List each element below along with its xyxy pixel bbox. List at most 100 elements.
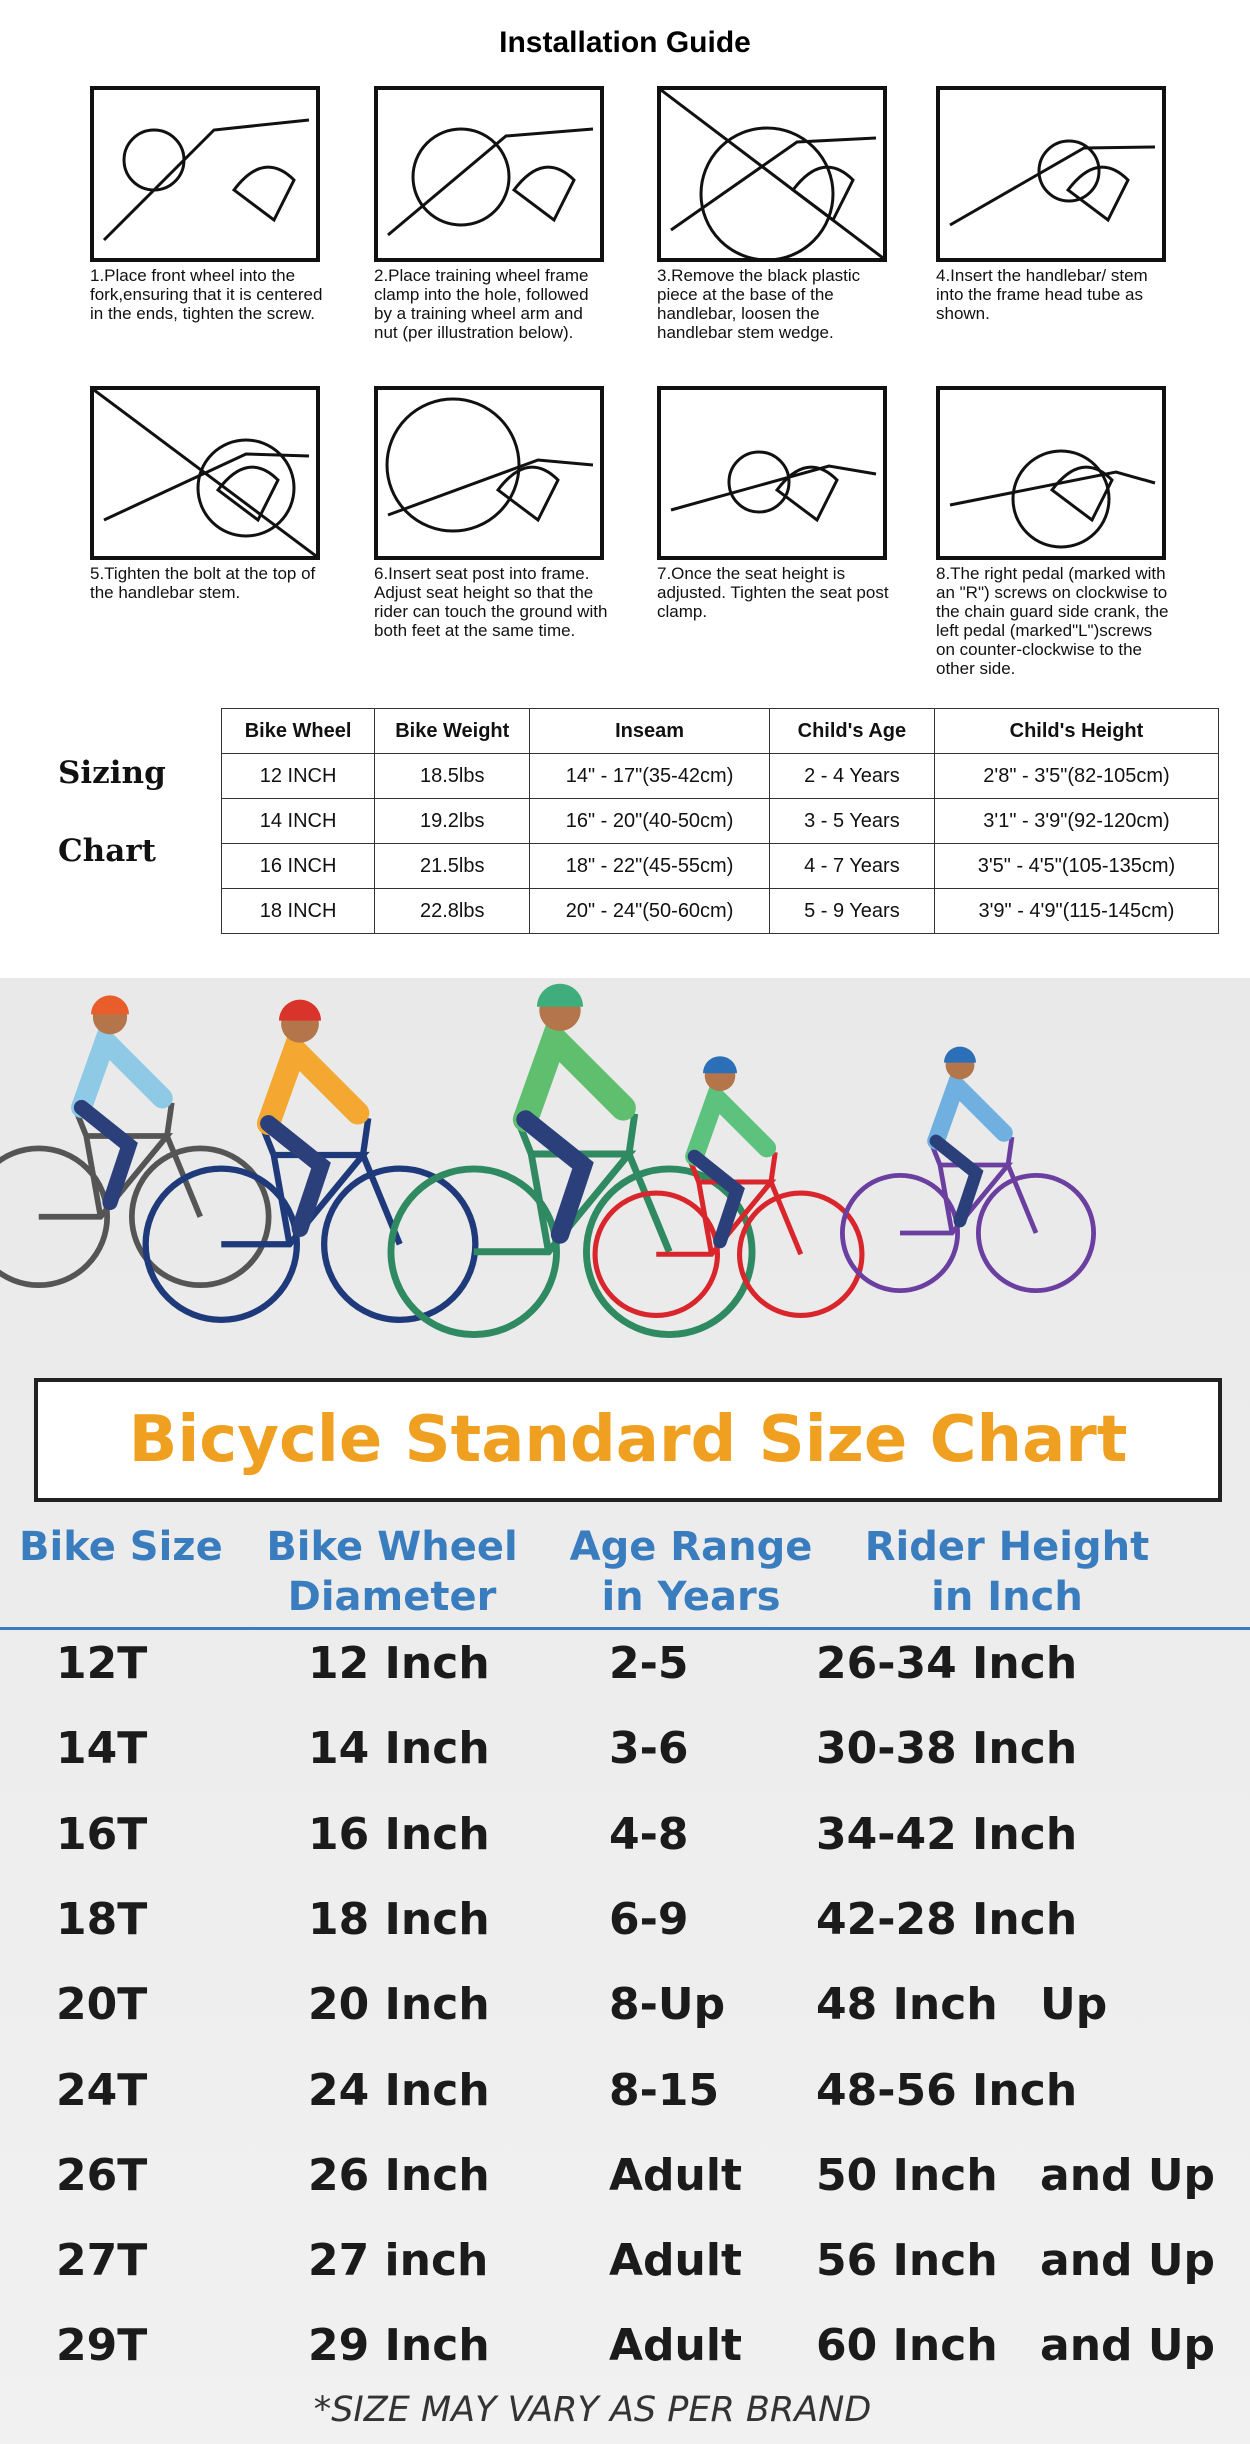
line-art [949, 139, 1156, 227]
table-cell: 14T [56, 1723, 148, 1775]
step-text: 5.Tighten the bolt at the top of the han… [90, 564, 316, 602]
column-header: Rider Height [864, 1524, 1150, 1570]
part [1037, 139, 1101, 203]
table-cell: 19.2lbs [374, 798, 531, 844]
part [215, 465, 280, 523]
sizing-label: Sizing [58, 755, 166, 791]
table-cell: 60 Inch [816, 2320, 998, 2372]
table-cell: 8-Up [609, 1979, 726, 2031]
table-row: 14 INCH 19.2lbs 16" - 20"(40-50cm) 3 - 5 Ye… [220, 798, 1220, 844]
table-cell: 12T [56, 1638, 148, 1689]
table-cell: 27T [56, 2235, 148, 2287]
step-illustration [374, 86, 604, 262]
table-cell: 6-9 [609, 1893, 689, 1945]
helmet [279, 999, 321, 1021]
part [670, 464, 877, 512]
size-chart-background [0, 978, 1250, 2444]
table-cell: 5 - 9 Years [768, 888, 935, 934]
column-header: Bike Wheel [220, 708, 376, 754]
table-cell: 12 INCH [220, 753, 376, 799]
part [387, 458, 594, 517]
part [949, 145, 1156, 227]
table-cell: 16 INCH [220, 843, 376, 889]
helmet [91, 995, 129, 1015]
table-cell: 14 INCH [220, 798, 376, 844]
table-cell: 27 inch [308, 2235, 489, 2287]
rider-legs [516, 1110, 594, 1244]
rider-body [71, 1021, 173, 1118]
table-cell: 26T [56, 2149, 148, 2201]
wheel [142, 1165, 300, 1323]
part [103, 452, 310, 522]
table-cell: 26-34 Inch [816, 1638, 1078, 1689]
line-art [102, 118, 310, 242]
table-cell: 2-5 [609, 1638, 689, 1689]
rider-legs [929, 1134, 984, 1228]
frame [656, 1151, 804, 1257]
step-text: 2.Place training wheel frame clamp into … [374, 266, 589, 342]
sizing-label: Chart [58, 833, 156, 869]
footnote: *SIZE MAY VARY AS PER BRAND [313, 2390, 872, 2430]
column-header: Inseam [529, 708, 770, 754]
table-cell: Adult [609, 2235, 742, 2287]
part [196, 438, 296, 538]
line-art [387, 127, 594, 237]
part [774, 465, 839, 523]
header-rule [0, 1627, 1250, 1630]
table-cell: 20T [56, 1979, 148, 2031]
step-illustration [374, 386, 604, 560]
standard-chart-title: Bicycle Standard Size Chart [34, 1378, 1222, 1502]
table-cell: and Up [1040, 2149, 1216, 2201]
table-cell: 42-28 Inch [816, 1893, 1078, 1945]
table-cell: and Up [1040, 2320, 1216, 2372]
table-cell: 50 Inch [816, 2149, 998, 2201]
column-header: Diameter [287, 1574, 497, 1620]
part [949, 470, 1156, 507]
part [699, 126, 835, 262]
table-cell: 56 Inch [816, 2235, 998, 2287]
helmet [537, 983, 583, 1007]
cyclist [142, 999, 479, 1323]
wheel [0, 1145, 110, 1288]
part [1011, 449, 1111, 549]
table-cell: 48-56 Inch [816, 2064, 1078, 2116]
table-cell: 34-42 Inch [816, 1808, 1078, 1860]
rider-body [927, 1068, 1013, 1150]
table-cell: 3'1" - 3'9"(92-120cm) [933, 798, 1220, 844]
table-cell: 18" - 22"(45-55cm) [529, 843, 770, 889]
wheel [976, 1173, 1097, 1294]
part [511, 165, 576, 223]
part [670, 136, 877, 232]
table-cell: 18.5lbs [374, 753, 531, 799]
frame [899, 1136, 1039, 1236]
step-text: 8.The right pedal (marked with an "R") s… [936, 564, 1169, 678]
table-row: 16 INCH 21.5lbs 18" - 22"(45-55cm) 4 - 7 Ye… [220, 843, 1220, 889]
line-art [670, 450, 877, 523]
table-cell: 18T [56, 1893, 148, 1945]
line-art [660, 88, 884, 262]
table-cell: 24 Inch [308, 2064, 490, 2116]
frame [473, 1113, 673, 1256]
step-illustration [657, 386, 887, 560]
frame [221, 1117, 403, 1248]
rider-body [256, 1028, 370, 1136]
part [102, 118, 310, 242]
rider-legs [260, 1115, 331, 1237]
table-cell: 2'8" - 3'5"(82-105cm) [933, 753, 1220, 799]
table-cell: 21.5lbs [374, 843, 531, 889]
step-illustration [936, 386, 1166, 560]
column-header: Age Range [569, 1524, 813, 1570]
helmet [703, 1056, 737, 1074]
column-header: Child's Height [933, 708, 1220, 754]
rider-legs [73, 1099, 138, 1211]
line-art [93, 388, 317, 558]
column-header: Bike Weight [374, 708, 531, 754]
step-text: 3.Remove the black plastic piece at the … [657, 266, 861, 342]
column-header: Bike Wheel [266, 1524, 518, 1570]
cyclist [839, 1046, 1097, 1294]
rider-body [512, 1015, 636, 1133]
table-cell: 12 Inch [308, 1638, 490, 1689]
step-illustration [90, 86, 320, 262]
table-row: 18 INCH 22.8lbs 20" - 24"(50-60cm) 5 - 9 Ye… [220, 888, 1220, 934]
